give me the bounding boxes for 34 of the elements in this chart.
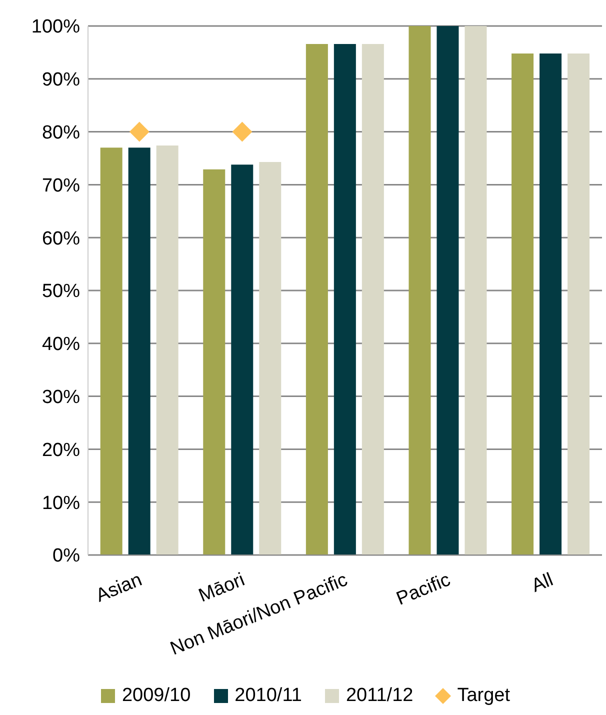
bar xyxy=(100,148,122,555)
x-tick-label: Māori xyxy=(196,569,248,607)
bar xyxy=(362,44,384,555)
x-tick-label: Pacific xyxy=(394,569,454,610)
bar xyxy=(231,164,254,555)
legend-label: 2010/11 xyxy=(234,685,302,707)
bar xyxy=(568,54,590,555)
y-tick-label: 20% xyxy=(42,440,80,461)
y-tick-label: 60% xyxy=(42,228,80,250)
y-tick-label: 0% xyxy=(52,546,80,567)
bar xyxy=(334,44,356,555)
legend-label: Target xyxy=(457,685,510,707)
bar xyxy=(408,26,431,555)
bar xyxy=(203,169,226,555)
y-tick-label: 100% xyxy=(31,16,80,38)
y-tick-label: 40% xyxy=(42,334,80,356)
bar xyxy=(540,54,562,555)
y-tick-label: 90% xyxy=(42,70,80,91)
y-tick-label: 50% xyxy=(42,281,80,302)
bar xyxy=(512,54,534,555)
bar xyxy=(156,146,178,555)
bar xyxy=(436,26,459,555)
bar xyxy=(259,162,282,555)
x-tick-label: All xyxy=(528,569,556,597)
bar xyxy=(464,26,487,555)
legend-label: 2011/12 xyxy=(346,685,414,707)
y-tick-label: 30% xyxy=(42,387,80,408)
y-tick-label: 70% xyxy=(42,175,80,196)
y-tick-label: 80% xyxy=(42,122,80,144)
x-tick-label: Asian xyxy=(93,569,146,607)
bar xyxy=(306,44,328,555)
bar xyxy=(128,148,150,555)
y-tick-label: 10% xyxy=(42,492,80,514)
legend-label: 2009/10 xyxy=(122,685,191,707)
